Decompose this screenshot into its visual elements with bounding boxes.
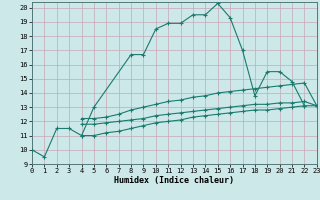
X-axis label: Humidex (Indice chaleur): Humidex (Indice chaleur): [115, 176, 234, 185]
